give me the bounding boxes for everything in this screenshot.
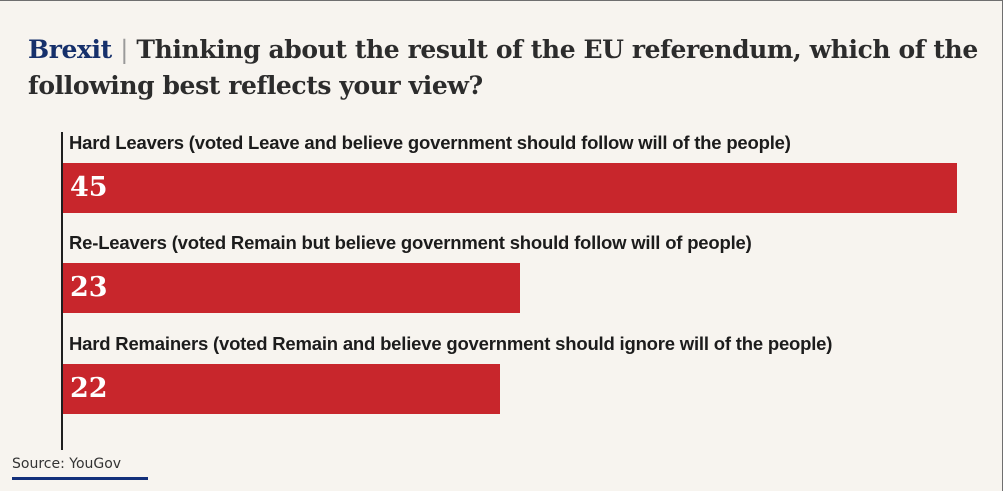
chart-title: Brexit | Thinking about the result of th… [28, 32, 988, 104]
bar: 22 [63, 364, 500, 414]
y-axis-line [61, 132, 63, 450]
bar: 23 [63, 263, 520, 313]
value-label: 22 [70, 373, 108, 404]
chart-kicker: Brexit [28, 35, 112, 64]
bar: 45 [63, 163, 957, 213]
value-label: 45 [70, 172, 108, 203]
chart-question: Thinking about the result of the EU refe… [28, 35, 978, 100]
source-note: Source: YouGov [12, 456, 148, 480]
category-label: Re-Leavers (voted Remain but believe gov… [69, 232, 752, 253]
category-label: Hard Remainers (voted Remain and believe… [69, 333, 833, 354]
title-separator: | [120, 35, 129, 64]
category-label: Hard Leavers (voted Leave and believe go… [69, 132, 791, 153]
value-label: 23 [70, 272, 108, 303]
